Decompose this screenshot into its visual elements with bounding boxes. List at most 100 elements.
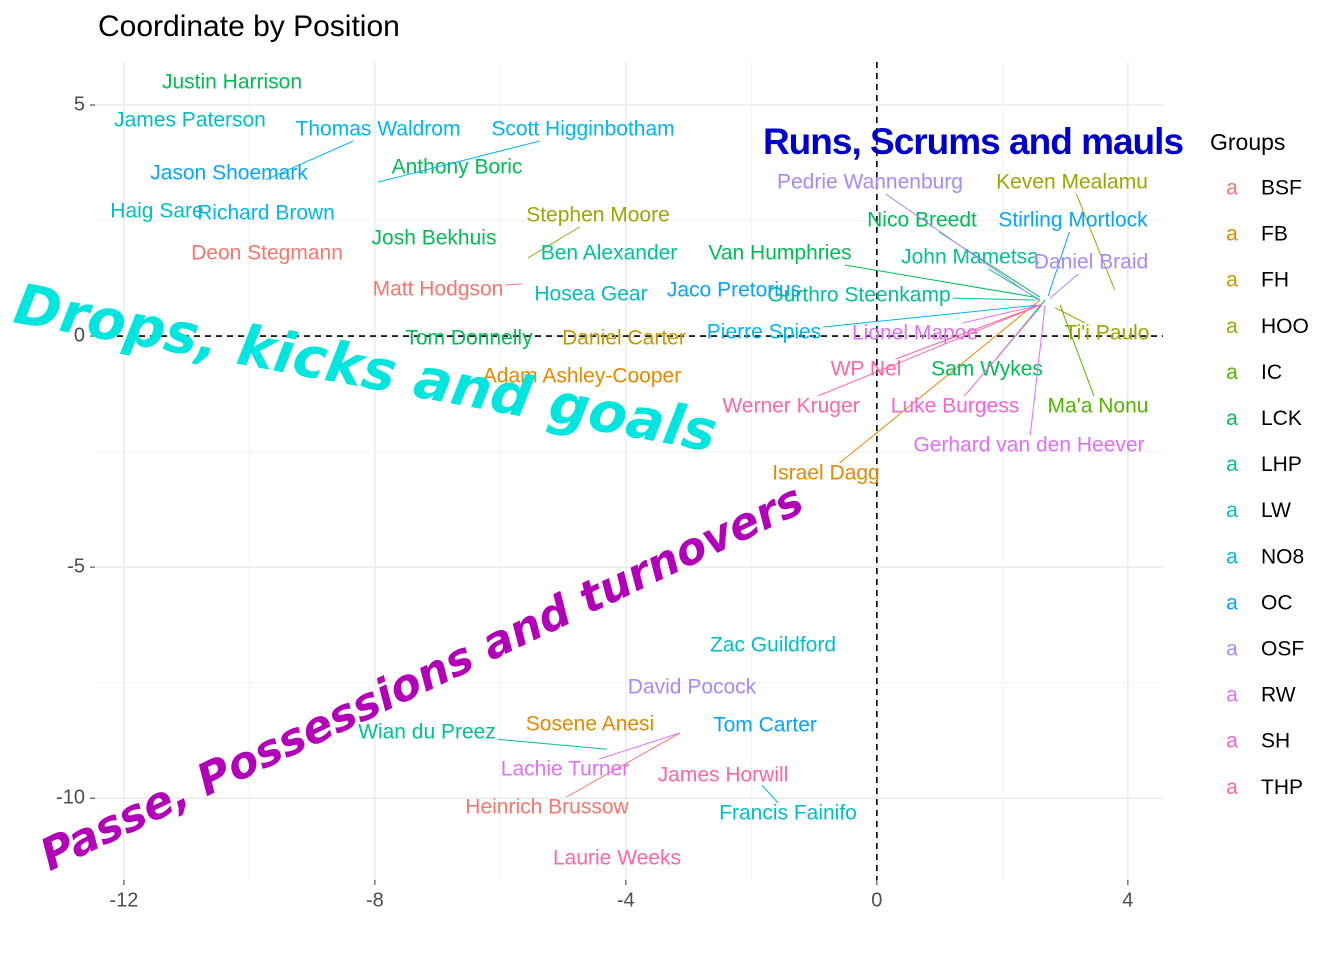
y-tick-label: 5 (74, 93, 85, 115)
point-label: Daniel Braid (1034, 251, 1148, 274)
point-label: Justin Harrison (162, 71, 302, 94)
point (1044, 304, 1046, 306)
leader-line (566, 732, 681, 798)
point-label: Nico Breedt (867, 209, 977, 232)
leader-line (761, 784, 779, 804)
point (772, 645, 774, 647)
point (189, 120, 191, 122)
legend-label: LCK (1261, 407, 1302, 430)
point (433, 238, 435, 240)
y-tick-label: -5 (67, 555, 85, 577)
point-label: Heinrich Brussow (465, 796, 629, 819)
legend-label: NO8 (1261, 545, 1304, 568)
legend-key: a (1226, 223, 1238, 246)
y-tick-label: -10 (56, 786, 85, 808)
leader-line (497, 738, 608, 750)
leader-line (823, 304, 1037, 328)
legend-label: FH (1261, 269, 1289, 292)
x-tick-label: 0 (871, 889, 882, 911)
point (606, 748, 608, 750)
point (623, 338, 625, 340)
legend-key: a (1226, 638, 1238, 661)
leader-line (1075, 193, 1116, 291)
point-label: Keven Mealamu (996, 171, 1148, 194)
point-label: Pierre Spies (707, 321, 821, 344)
leader-line (952, 297, 1036, 301)
point-label: Ti'i Paulo (1065, 322, 1150, 345)
point (733, 290, 735, 292)
point (764, 725, 766, 727)
leader-line (527, 226, 580, 259)
legend-label: HOO (1261, 315, 1309, 338)
leader-line (599, 732, 680, 760)
point (156, 211, 158, 213)
leader-line (1059, 304, 1095, 397)
point-label: Jaco Pretorius (667, 279, 801, 302)
leader-line (1054, 307, 1086, 324)
point-label: Gurthro Steenkamp (767, 284, 950, 307)
point-label: John Mametsa (901, 246, 1039, 269)
point (589, 724, 591, 726)
leader-line (817, 304, 1041, 397)
point-label: Lachie Turner (501, 758, 629, 781)
legend-key: a (1226, 499, 1238, 522)
point (616, 858, 618, 860)
point-label: Adam Ashley-Cooper (483, 365, 681, 388)
point-label: Pedrie Wannenburg (777, 171, 963, 194)
point (1034, 299, 1036, 301)
legend-label: OSF (1261, 638, 1304, 661)
leader-line (377, 140, 540, 183)
point (521, 283, 523, 285)
leader-line (1047, 231, 1070, 297)
legend-title: Groups (1210, 129, 1285, 155)
legend-key: a (1226, 407, 1238, 430)
point (1037, 299, 1039, 301)
point (691, 687, 693, 689)
point-label: Werner Kruger (722, 395, 859, 418)
point-label: Deon Stegmann (191, 242, 343, 265)
point (1039, 296, 1041, 298)
annotation: Runs, Scrums and mauls (763, 121, 1183, 162)
point-label: Israel Dagg (772, 462, 879, 485)
leader-line (963, 304, 1043, 397)
point-label: Anthony Boric (392, 156, 523, 179)
leader-line (885, 193, 1039, 301)
point (377, 181, 379, 183)
point (608, 253, 610, 255)
point-label: James Horwill (658, 764, 789, 787)
point-label: Lionel Mapoe (852, 322, 978, 345)
point (1059, 304, 1061, 306)
point-label: Stephen Moore (526, 204, 670, 227)
legend-key: a (1226, 269, 1238, 292)
leader-line (844, 264, 1036, 298)
leader-line (505, 283, 522, 286)
point (1054, 307, 1056, 309)
point-label: Matt Hodgson (373, 278, 504, 301)
point-label: Haig Sare (110, 200, 203, 223)
x-tick-label: 4 (1122, 889, 1133, 911)
legend-key: a (1226, 361, 1238, 384)
point-label: Daniel Carter (562, 327, 686, 350)
point-label: Jason Shoemark (150, 162, 308, 185)
point-label: Richard Brown (197, 202, 335, 225)
leader-line (1049, 273, 1079, 299)
point (1049, 297, 1051, 299)
leader-line (1029, 305, 1046, 436)
legend-key: a (1226, 453, 1238, 476)
point-label: Wian du Preez (358, 721, 496, 744)
legend-label: THP (1261, 776, 1303, 799)
legend-key: a (1226, 545, 1238, 568)
point-label: Tom Donnelly (405, 327, 533, 350)
legend-label: BSF (1261, 177, 1302, 200)
point (1044, 299, 1046, 301)
point-label: Ma'a Nonu (1048, 395, 1149, 418)
point (265, 213, 267, 215)
y-tick-label: 0 (74, 324, 85, 346)
chart-title: Coordinate by Position (98, 10, 400, 43)
point (1039, 299, 1041, 301)
point (679, 732, 681, 734)
point (722, 775, 724, 777)
point-label: Josh Bekhuis (372, 227, 497, 250)
point (1047, 295, 1049, 297)
